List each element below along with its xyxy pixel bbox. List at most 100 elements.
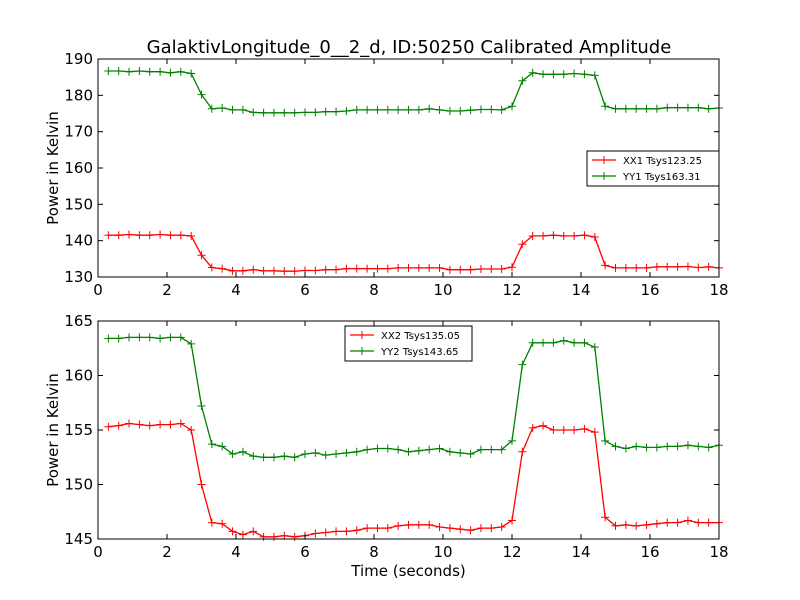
data-point xyxy=(249,527,258,536)
data-point xyxy=(435,444,444,453)
data-point xyxy=(125,333,134,342)
legend-label: YY1 Tsys163.31 xyxy=(622,172,701,183)
data-point xyxy=(342,106,351,115)
data-point xyxy=(363,445,372,454)
data-point xyxy=(621,263,630,272)
data-point xyxy=(269,453,278,462)
data-point xyxy=(404,263,413,272)
x-tick-label: 14 xyxy=(571,543,590,561)
data-point xyxy=(518,76,527,85)
data-point xyxy=(466,106,475,115)
x-tick-label: 0 xyxy=(93,543,103,561)
data-point xyxy=(549,338,558,347)
legend-marker xyxy=(600,172,608,180)
data-point xyxy=(218,519,227,528)
data-point xyxy=(611,263,620,272)
data-point xyxy=(487,105,496,114)
data-point xyxy=(104,422,113,431)
data-point xyxy=(332,265,341,274)
data-point xyxy=(187,231,196,240)
data-point xyxy=(373,524,382,533)
data-point xyxy=(508,263,516,272)
data-point xyxy=(207,104,216,113)
data-point xyxy=(156,420,165,429)
legend-marker xyxy=(358,347,366,355)
data-point xyxy=(363,264,372,273)
data-point xyxy=(135,66,144,75)
data-point xyxy=(559,231,568,240)
data-point xyxy=(269,266,278,275)
data-point xyxy=(694,103,703,112)
y-tick-label: 160 xyxy=(64,367,93,385)
y-axis-label: Power in Kelvin xyxy=(44,373,62,487)
data-point xyxy=(197,251,206,260)
data-point xyxy=(280,267,289,276)
data-point xyxy=(673,262,682,271)
data-point xyxy=(218,264,227,273)
data-point xyxy=(135,333,144,342)
data-point xyxy=(673,103,682,112)
data-point xyxy=(466,526,475,535)
data-point xyxy=(176,333,185,342)
data-point xyxy=(280,531,289,540)
data-point xyxy=(404,105,413,114)
data-point xyxy=(332,527,341,536)
x-tick-label: 4 xyxy=(231,543,241,561)
data-point xyxy=(383,524,392,533)
data-point xyxy=(539,231,548,240)
data-point xyxy=(549,426,558,434)
data-point xyxy=(187,69,196,78)
series-1-1 xyxy=(104,333,723,462)
y-axis-label: Power in Kelvin xyxy=(44,111,62,225)
y-tick-label: 150 xyxy=(64,476,93,494)
data-point xyxy=(394,105,403,114)
data-point xyxy=(425,445,434,454)
data-point xyxy=(114,421,123,430)
data-point xyxy=(476,105,485,114)
data-point xyxy=(642,443,651,452)
data-point xyxy=(518,447,527,456)
data-point xyxy=(207,263,216,272)
data-point xyxy=(425,263,434,272)
data-point xyxy=(580,231,589,240)
x-tick-label: 6 xyxy=(300,543,310,561)
data-point xyxy=(290,108,299,117)
legend: XX1 Tsys123.25 YY1 Tsys163.31 xyxy=(586,150,720,187)
data-point xyxy=(176,231,185,240)
x-tick-label: 8 xyxy=(369,543,379,561)
data-point xyxy=(383,264,392,273)
data-point xyxy=(611,442,620,451)
data-point xyxy=(683,516,692,525)
data-point xyxy=(508,516,516,525)
data-point xyxy=(663,103,672,112)
x-tick-label: 16 xyxy=(640,281,659,299)
data-point xyxy=(145,333,154,342)
data-point xyxy=(342,527,351,536)
data-point xyxy=(445,447,454,456)
data-point xyxy=(414,105,423,114)
data-point xyxy=(683,262,692,271)
data-point xyxy=(601,436,610,445)
data-point xyxy=(559,70,568,79)
top-subplot: 0 2 4 6 8 10 12 14 16 18 130 140 150 160 170 180 190 Powe… xyxy=(44,50,729,299)
x-tick-label: 6 xyxy=(300,281,310,299)
data-point xyxy=(445,106,454,115)
data-point xyxy=(290,453,299,462)
data-point xyxy=(394,521,403,530)
data-point xyxy=(383,444,392,453)
x-tick-label: 10 xyxy=(433,281,452,299)
x-tick-label: 2 xyxy=(162,281,172,299)
data-point xyxy=(228,105,237,114)
legend-label: XX2 Tsys135.05 xyxy=(381,331,460,342)
data-point xyxy=(259,453,268,462)
data-point xyxy=(621,104,630,113)
data-point xyxy=(487,265,496,274)
data-point xyxy=(466,265,475,274)
data-point xyxy=(632,521,641,530)
data-point xyxy=(456,265,465,274)
data-point xyxy=(570,231,579,240)
x-tick-label: 16 xyxy=(640,543,659,561)
data-point xyxy=(145,67,154,76)
data-point xyxy=(104,231,113,240)
